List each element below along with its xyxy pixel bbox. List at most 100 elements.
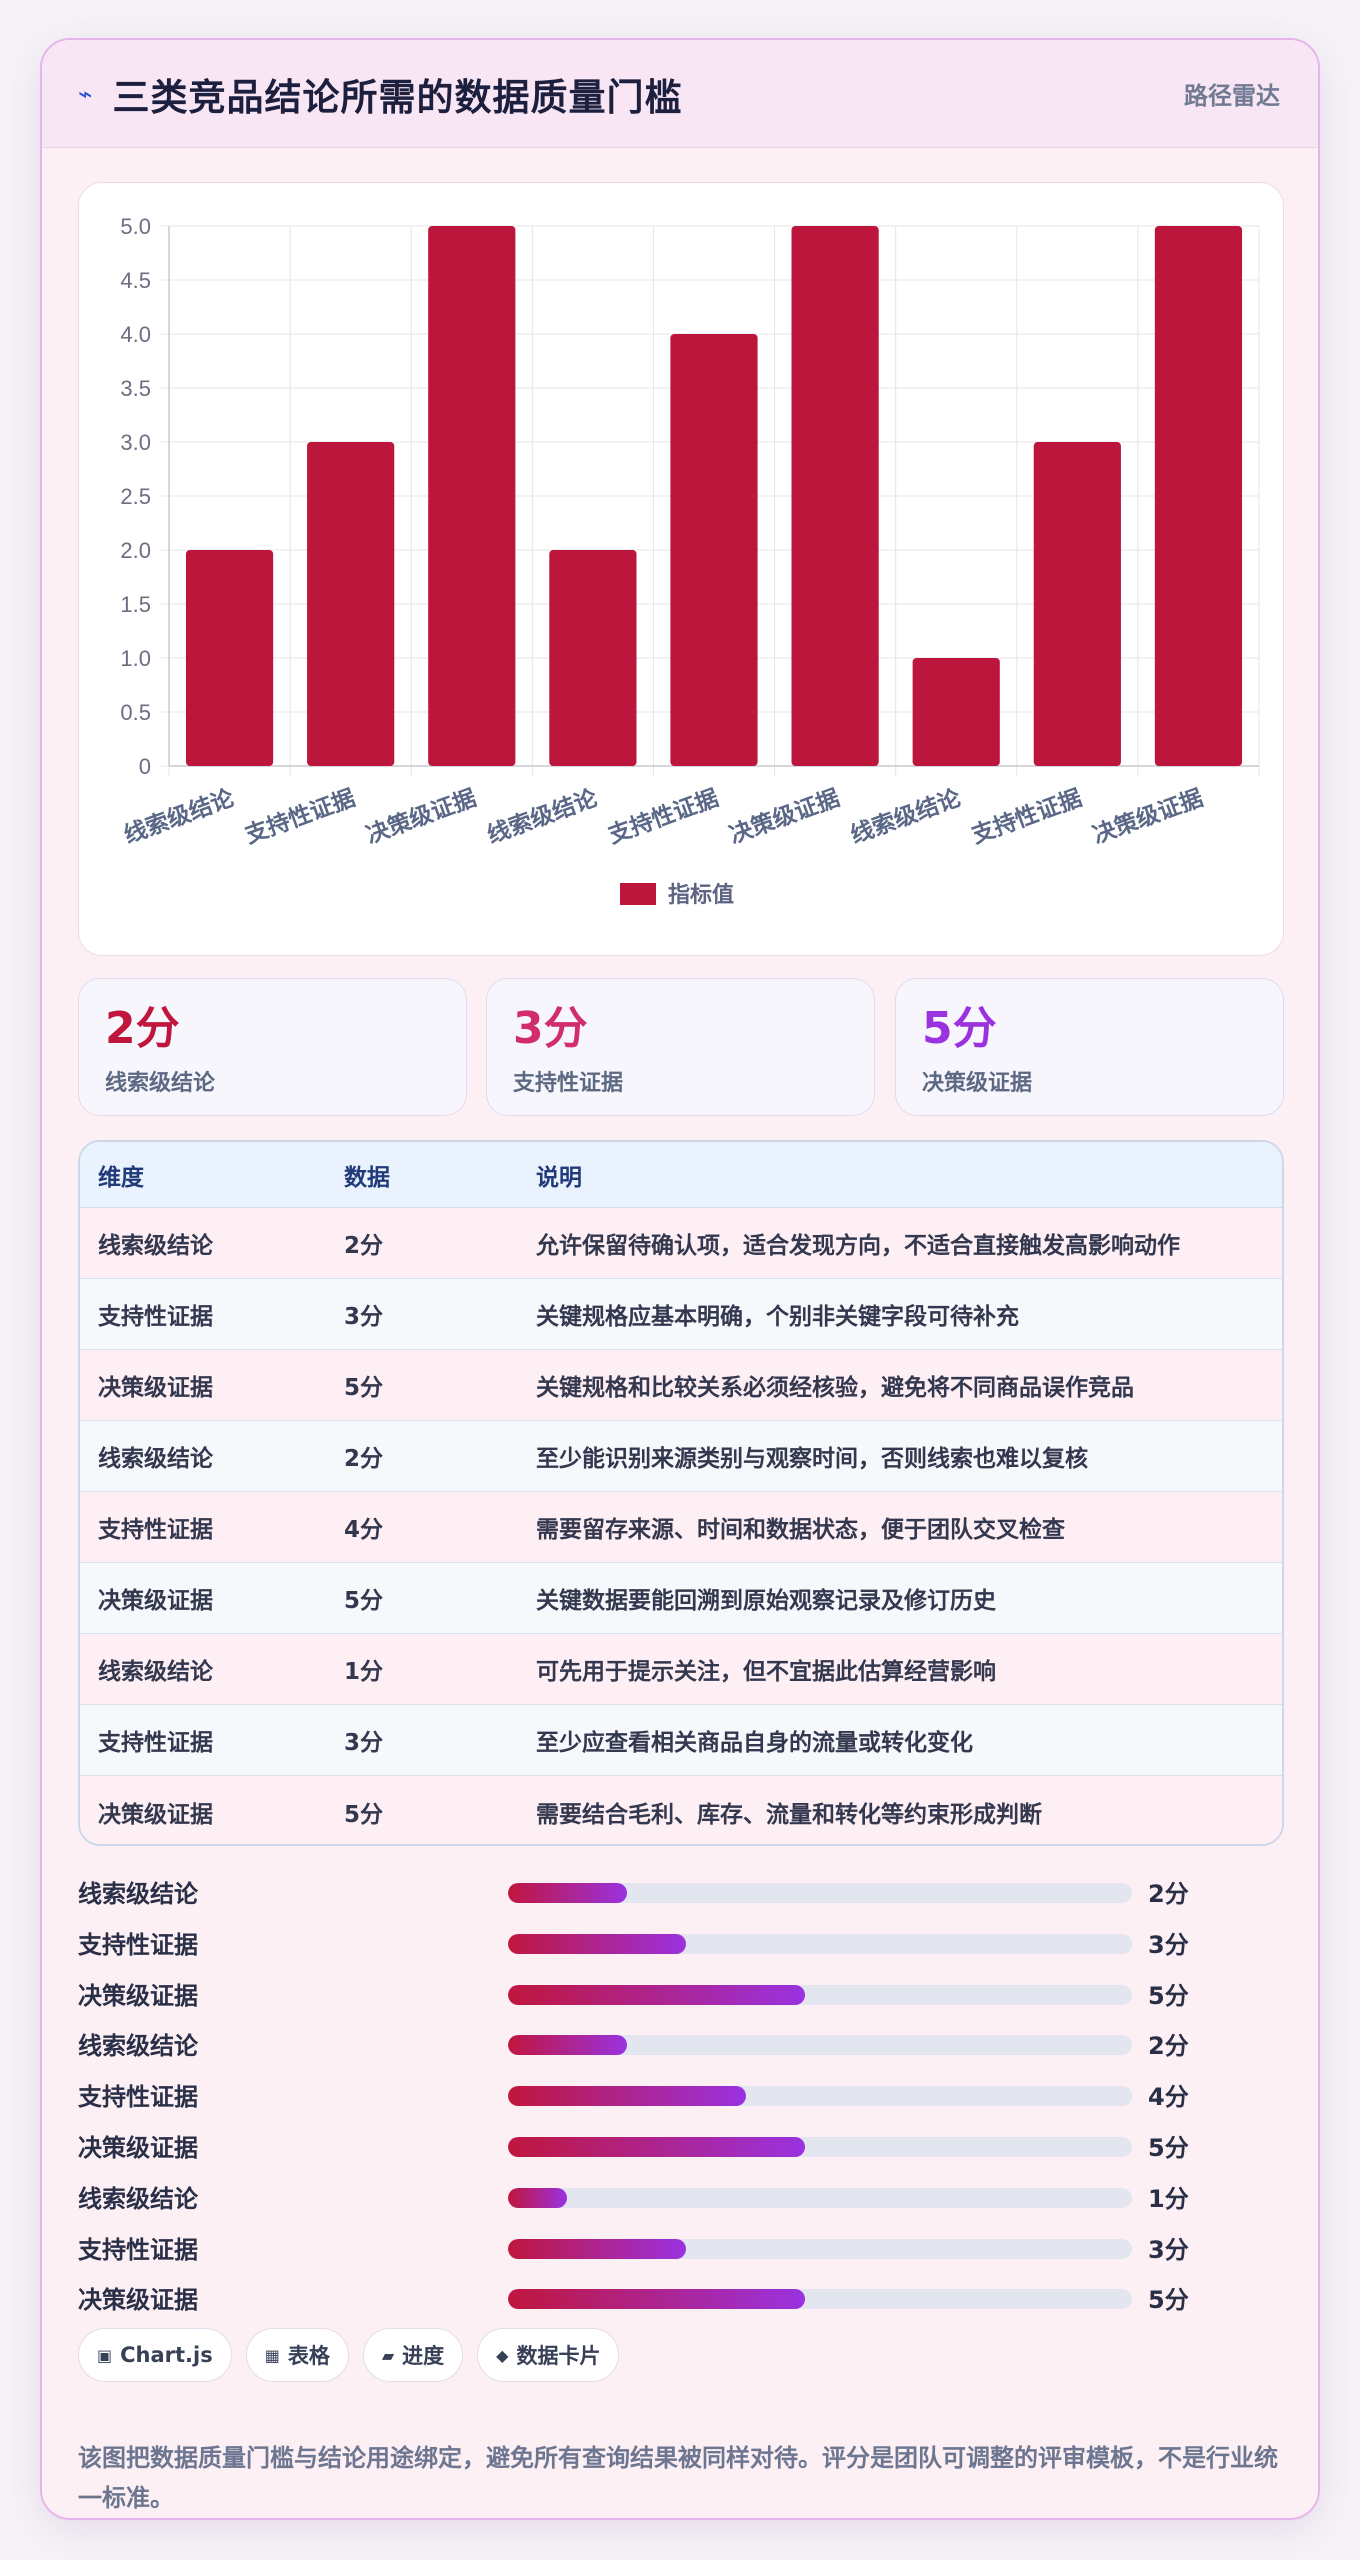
- cell-description: 关键规格和比较关系必须经核验，避免将不同商品误作竞品: [536, 1375, 1134, 1401]
- header-tag: 路径雷达: [1184, 82, 1280, 110]
- legend-label: 指标值: [668, 882, 734, 908]
- progress-label: 支持性证据: [78, 2235, 198, 2264]
- stat-value: 5分: [922, 1003, 997, 1054]
- cell-data: 4分: [344, 1517, 384, 1543]
- table-header: 维度 数据 说明: [80, 1142, 1282, 1208]
- chip-chartjs[interactable]: ▣ Chart.js: [78, 2328, 232, 2382]
- bar: [185, 550, 274, 766]
- table-row: 线索级结论 1分 可先用于提示关注，但不宜据此估算经营影响: [80, 1634, 1282, 1705]
- progress-list: 线索级结论 2分 支持性证据 3分 决策级证据 5分 线索级结论 2分 支持性证据 4分 决策级证据…: [78, 1864, 1284, 2321]
- stat-card: 5分 决策级证据: [895, 978, 1284, 1116]
- progress-row: 决策级证据 5分: [78, 1966, 1284, 2017]
- chip-data-card[interactable]: ◆ 数据卡片: [477, 2328, 620, 2382]
- column-header-data: 数据: [344, 1164, 390, 1191]
- cell-description: 关键规格应基本明确，个别非关键字段可待补充: [536, 1304, 1019, 1330]
- table-row: 支持性证据 3分 关键规格应基本明确，个别非关键字段可待补充: [80, 1279, 1282, 1350]
- bar: [1154, 226, 1243, 766]
- stat-value: 2分: [105, 1003, 180, 1054]
- progress-value: 3分: [1148, 2235, 1189, 2264]
- progress-row: 决策级证据 5分: [78, 2118, 1284, 2169]
- cell-description: 需要结合毛利、库存、流量和转化等约束形成判断: [536, 1801, 1042, 1828]
- progress-row: 线索级结论 2分: [78, 1864, 1284, 1915]
- x-tick-label: 线索级结论: [847, 784, 965, 849]
- bar: [549, 550, 637, 766]
- progress-value: 2分: [1148, 1880, 1189, 1908]
- cell-data: 3分: [344, 1304, 384, 1330]
- y-tick-label: 0.5: [120, 700, 151, 725]
- chart-icon: ▣: [97, 2345, 113, 2365]
- progress-label: 线索级结论: [78, 2184, 198, 2213]
- header: ⌁ 三类竞品结论所需的数据质量门槛 路径雷达: [42, 40, 1318, 148]
- progress-row: 线索级结论 1分: [78, 2169, 1284, 2220]
- page-title: 三类竞品结论所需的数据质量门槛: [112, 75, 683, 119]
- table-row: 线索级结论 2分 允许保留待确认项，适合发现方向，不适合直接触发高影响动作: [80, 1208, 1282, 1279]
- stat-label: 支持性证据: [513, 1071, 624, 1096]
- cell-data: 5分: [344, 1375, 384, 1401]
- progress-fill: [508, 2136, 806, 2157]
- cell-data: 1分: [344, 1659, 384, 1685]
- bar: [670, 334, 758, 766]
- progress-fill: [508, 2035, 627, 2056]
- cell-data: 2分: [344, 1446, 384, 1472]
- progress-value: 4分: [1148, 2083, 1189, 2112]
- progress-row: 支持性证据 3分: [78, 2220, 1284, 2271]
- table-row: 决策级证据 5分 需要结合毛利、库存、流量和转化等约束形成判断: [80, 1776, 1282, 1844]
- progress-fill: [508, 2086, 746, 2107]
- y-tick-label: 2.0: [120, 538, 151, 563]
- cell-dimension: 决策级证据: [98, 1801, 213, 1828]
- progress-fill: [508, 2238, 687, 2259]
- progress-track: [508, 2136, 1132, 2157]
- y-tick-label: 1.0: [120, 646, 151, 671]
- progress-fill: [508, 2187, 568, 2208]
- cell-description: 可先用于提示关注，但不宜据此估算经营影响: [536, 1659, 996, 1685]
- cell-dimension: 线索级结论: [98, 1233, 213, 1259]
- progress-fill: [508, 2289, 806, 2310]
- progress-fill: [508, 1984, 806, 2005]
- progress-value: 5分: [1148, 2286, 1189, 2315]
- y-tick-label: 2.5: [120, 484, 151, 509]
- progress-label: 支持性证据: [78, 1930, 198, 1959]
- progress-track: [508, 1883, 1132, 1903]
- stat-value: 3分: [513, 1003, 588, 1054]
- progress-track: [508, 2086, 1132, 2107]
- progress-track: [508, 2035, 1132, 2056]
- progress-label: 支持性证据: [78, 2083, 198, 2112]
- bar: [912, 658, 1000, 766]
- cell-description: 关键数据要能回溯到原始观察记录及修订历史: [536, 1588, 996, 1614]
- table-row: 决策级证据 5分 关键数据要能回溯到原始观察记录及修订历史: [80, 1563, 1282, 1634]
- legend-swatch: [620, 883, 656, 905]
- y-tick-label: 3.0: [120, 430, 151, 455]
- chip-label: Chart.js: [120, 2343, 213, 2367]
- x-tick-label: 线索级结论: [120, 784, 238, 849]
- cell-dimension: 支持性证据: [98, 1517, 213, 1543]
- progress-icon: ▰: [381, 2345, 395, 2365]
- progress-value: 5分: [1148, 2133, 1189, 2162]
- chip-label: 表格: [287, 2344, 330, 2368]
- cell-dimension: 线索级结论: [98, 1659, 213, 1685]
- cell-data: 5分: [344, 1801, 384, 1828]
- bolt-icon: ⌁: [78, 79, 93, 108]
- cell-description: 至少能识别来源类别与观察时间，否则线索也难以复核: [536, 1446, 1088, 1472]
- column-header-dimension: 维度: [98, 1164, 144, 1191]
- stat-card: 2分 线索级结论: [78, 978, 467, 1116]
- cell-description: 允许保留待确认项，适合发现方向，不适合直接触发高影响动作: [536, 1233, 1180, 1259]
- y-tick-label: 3.5: [120, 376, 151, 401]
- table-row: 决策级证据 5分 关键规格和比较关系必须经核验，避免将不同商品误作竞品: [80, 1350, 1282, 1421]
- column-header-description: 说明: [536, 1164, 582, 1191]
- chip-table[interactable]: ▦ 表格: [245, 2328, 349, 2382]
- bar: [428, 226, 516, 766]
- progress-label: 线索级结论: [78, 2032, 198, 2061]
- progress-row: 决策级证据 5分: [78, 2270, 1284, 2321]
- progress-row: 支持性证据 3分: [78, 1915, 1284, 1966]
- cell-data: 3分: [344, 1730, 384, 1756]
- progress-fill: [508, 1883, 627, 1903]
- cell-dimension: 线索级结论: [98, 1446, 213, 1472]
- progress-fill: [508, 1933, 687, 1954]
- table-row: 线索级结论 2分 至少能识别来源类别与观察时间，否则线索也难以复核: [80, 1421, 1282, 1492]
- progress-label: 决策级证据: [78, 2133, 198, 2162]
- data-table: 维度 数据 说明 线索级结论 2分 允许保留待确认项，适合发现方向，不适合直接触发高…: [78, 1140, 1284, 1846]
- chip-progress[interactable]: ▰ 进度: [362, 2328, 464, 2382]
- progress-track: [508, 1984, 1132, 2005]
- x-tick-label: 支持性证据: [604, 785, 722, 849]
- chip-list: ▣ Chart.js ▦ 表格 ▰ 进度 ◆ 数据卡片: [78, 2328, 620, 2382]
